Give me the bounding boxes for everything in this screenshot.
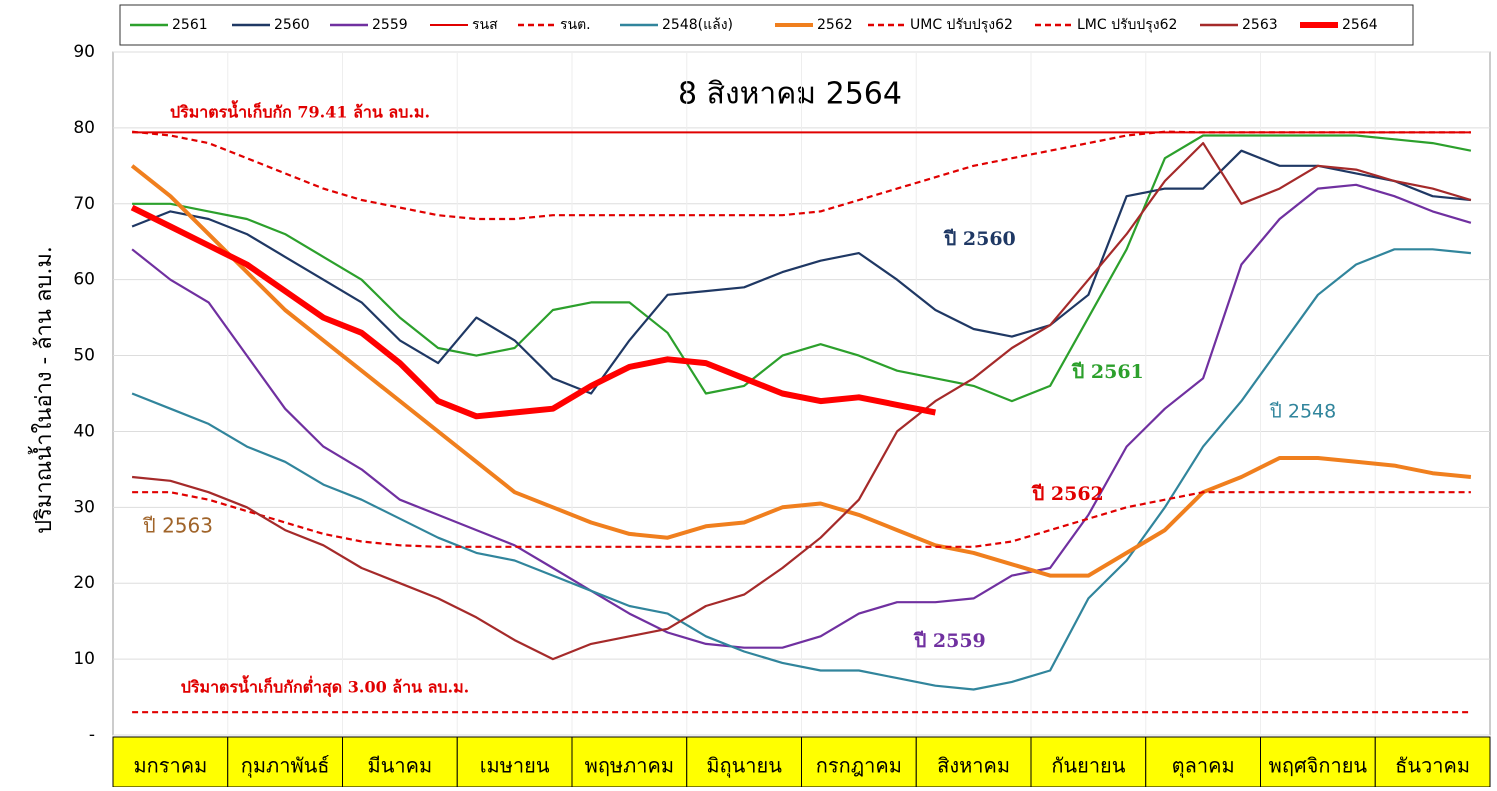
- month-box: [571, 736, 688, 788]
- series-line: [131, 183, 1472, 649]
- series-line: [130, 164, 1472, 578]
- annotation: ปี 2562: [1031, 483, 1103, 505]
- annotation: ปี 2559: [913, 630, 985, 652]
- legend-label: 2563: [1242, 17, 1278, 33]
- annotation: ปริมาตรน้ำเก็บกักต่ำสุด 3.00 ล้าน ลบ.ม.: [181, 675, 469, 698]
- annotation: ปริมาตรน้ำเก็บกัก 79.41 ล้าน ลบ.ม.: [170, 100, 430, 122]
- month-box: [227, 736, 343, 788]
- x-tick-label: กุมภาพันธ์: [241, 754, 330, 779]
- legend-label: 2548(แล้ง): [662, 17, 733, 33]
- series-line: [130, 204, 936, 420]
- x-tick-label: มกราคม: [133, 754, 207, 778]
- annotation: ปี 2548: [1269, 401, 1336, 423]
- x-tick-label: กันยายน: [1051, 754, 1125, 778]
- month-box: [801, 736, 917, 788]
- y-tick-label: 40: [73, 421, 95, 441]
- series-line: [132, 134, 1472, 403]
- x-tick-label: กรกฎาคม: [816, 754, 902, 778]
- month-box: [342, 736, 458, 788]
- x-tick-label: พฤศจิกายน: [1269, 754, 1368, 778]
- month-box: [1374, 736, 1491, 788]
- legend-label: 2561: [172, 17, 208, 33]
- y-tick-label: 50: [73, 346, 95, 366]
- month-box: [1030, 736, 1147, 788]
- legend-label: รนส: [472, 17, 498, 33]
- x-tick-label: พฤษภาคม: [585, 754, 674, 778]
- y-tick-label: 80: [73, 118, 95, 138]
- series-line: [131, 142, 1472, 661]
- legend-label: LMC ปรับปรุง62: [1077, 17, 1177, 33]
- annotation: ปี 2560: [943, 228, 1015, 250]
- annotation: ปี 2561: [1071, 361, 1143, 383]
- x-tick-label: ตุลาคม: [1172, 754, 1235, 779]
- y-tick-label: 20: [73, 573, 95, 593]
- month-box: [686, 736, 802, 788]
- legend-label: UMC ปรับปรุง62: [910, 17, 1013, 33]
- chart-title: 8 สิงหาคม 2564: [678, 77, 902, 112]
- y-tick-label: 70: [73, 194, 95, 214]
- annotation: ปี 2563: [143, 514, 213, 538]
- series-line: [131, 248, 1472, 691]
- series-line: [131, 149, 1472, 395]
- legend-label: 2562: [817, 17, 853, 33]
- month-box: [915, 736, 1032, 788]
- y-tick-label: 90: [73, 42, 95, 62]
- y-tick-label: -: [89, 725, 95, 745]
- series-line: [131, 130, 1471, 221]
- y-tick-label: 10: [73, 649, 95, 669]
- y-tick-label: 60: [73, 270, 95, 290]
- x-tick-label: ธันวาคม: [1395, 754, 1470, 778]
- y-tick-label: 30: [73, 497, 95, 517]
- legend-label: 2564: [1342, 17, 1378, 33]
- month-box: [1145, 736, 1261, 788]
- y-axis-label: ปริมาณน้ำในอ่าง - ล้าน ลบ.ม.: [28, 246, 57, 534]
- legend-label: รนต.: [560, 17, 591, 33]
- legend-label: 2559: [372, 17, 408, 33]
- x-tick-label: สิงหาคม: [937, 754, 1010, 778]
- x-tick-label: มิถุนายน: [706, 754, 782, 779]
- x-tick-label: เมษายน: [480, 754, 550, 778]
- legend-label: 2560: [274, 17, 310, 33]
- x-tick-label: มีนาคม: [368, 754, 433, 778]
